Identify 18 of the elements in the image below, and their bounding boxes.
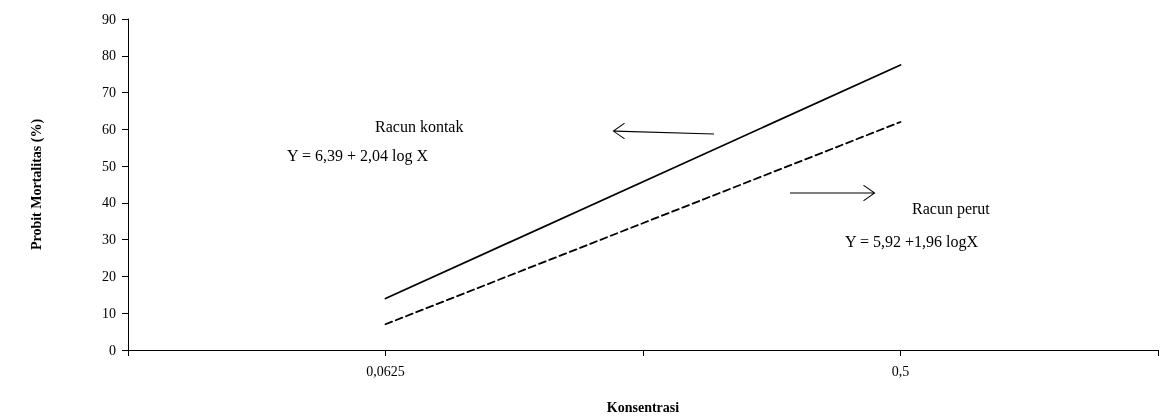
y-tick-label: 80 [102,48,116,64]
x-tick-label: 0,0625 [366,363,405,379]
annotation: Y = 5,92 +1,96 logX [845,232,979,251]
x-tick-label: 0,5 [891,363,910,379]
annotation: Racun perut [912,199,991,218]
y-tick-label: 10 [102,305,116,321]
y-tick-label: 60 [102,121,116,137]
annotation: Y = 6,39 + 2,04 log X [287,146,429,165]
y-axis-title: Probit Mortalitas (%) [28,118,45,251]
x-axis-title: Konsentrasi [606,399,680,415]
y-tick-label: 50 [102,158,116,174]
y-tick-label: 20 [102,268,116,284]
y-tick-label: 90 [102,11,116,27]
y-tick-label: 70 [102,85,116,101]
annotation: Racun kontak [375,117,464,135]
y-tick-label: 30 [102,232,116,248]
y-tick-label: 40 [102,195,116,211]
y-tick-label: 0 [109,342,116,358]
